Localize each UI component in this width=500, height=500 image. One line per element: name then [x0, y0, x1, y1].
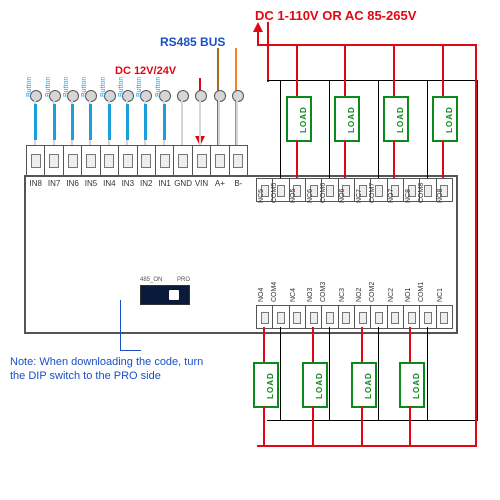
- dip-left-label: 485_ON: [140, 277, 162, 283]
- terminal-in4: IN4: [101, 146, 119, 176]
- dip-right-label: PRO: [177, 277, 190, 283]
- terminal-in5: IN5: [82, 146, 100, 176]
- terminal-com3: COM3: [322, 306, 338, 328]
- rs485-bus-label: RS485 BUS: [160, 35, 225, 49]
- power-neg-vert: [267, 22, 269, 82]
- terminal-in7: IN7: [45, 146, 63, 176]
- terminal-nc4: NC4: [290, 306, 306, 328]
- power-supply-label: DC 1-110V OR AC 85-265V: [255, 8, 416, 23]
- terminal-com4: COM4: [273, 306, 289, 328]
- terminal-in6: IN6: [64, 146, 82, 176]
- dc-supply-label: DC 12V/24V: [115, 65, 176, 77]
- note-arrow: [120, 300, 141, 351]
- terminal-com5: COM5: [273, 179, 289, 201]
- power-arrow-up: [253, 22, 263, 32]
- dip-note: Note: When downloading the code, turn th…: [10, 355, 210, 384]
- terminal-no7: NO7: [388, 179, 404, 201]
- power-bus-black-right: [477, 80, 478, 421]
- top-terminal-strip: IN8IN7IN6IN5IN4IN3IN2IN1GNDVINA+B-: [26, 145, 248, 177]
- terminal-in3: IN3: [119, 146, 137, 176]
- power-bus-top: [257, 44, 477, 46]
- terminal-com6: COM6: [322, 179, 338, 201]
- dip-switch: [140, 285, 190, 305]
- terminal-no2: NO2: [355, 306, 371, 328]
- terminal-nc1: NC1: [437, 306, 452, 328]
- terminal-a+: A+: [211, 146, 229, 176]
- terminal-no3: NO3: [306, 306, 322, 328]
- terminal-b-: B-: [230, 146, 247, 176]
- right-top-terminals: NC5COM5NO5NC6COM6NO6NC7COM7NO7NC8COM8NO8: [256, 178, 453, 202]
- terminal-in8: IN8: [27, 146, 45, 176]
- power-bus-bottom: [257, 445, 477, 447]
- power-bus-black-bottom: [267, 420, 477, 421]
- terminal-nc2: NC2: [388, 306, 404, 328]
- power-bus-black-top: [267, 80, 477, 81]
- terminal-in2: IN2: [138, 146, 156, 176]
- right-bottom-terminals: NO4COM4NC4NO3COM3NC3NO2COM2NC2NO1COM1NC1: [256, 305, 453, 329]
- terminal-no1: NO1: [404, 306, 420, 328]
- terminal-no6: NO6: [339, 179, 355, 201]
- terminal-in1: IN1: [156, 146, 174, 176]
- terminal-com8: COM8: [420, 179, 436, 201]
- terminal-no8: NO8: [437, 179, 452, 201]
- terminal-gnd: GND: [174, 146, 192, 176]
- terminal-com7: COM7: [371, 179, 387, 201]
- terminal-com1: COM1: [420, 306, 436, 328]
- terminal-com2: COM2: [371, 306, 387, 328]
- terminal-nc3: NC3: [339, 306, 355, 328]
- terminal-vin: VIN: [193, 146, 211, 176]
- terminal-no4: NO4: [257, 306, 273, 328]
- terminal-no5: NO5: [290, 179, 306, 201]
